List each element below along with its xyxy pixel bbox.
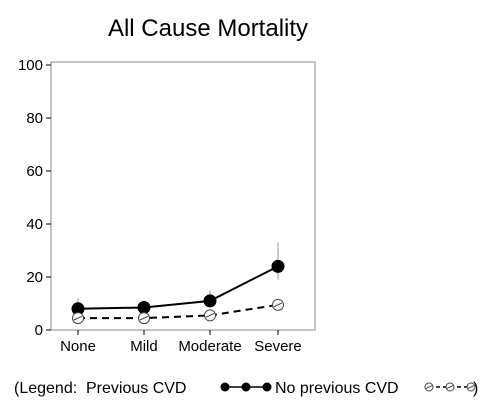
- y-tick-label: 0: [35, 322, 43, 339]
- legend-swatch-marker-slash: [467, 385, 475, 389]
- series-line: [77, 265, 279, 310]
- x-tick-label: Moderate: [178, 338, 241, 355]
- legend-suffix: ): [473, 380, 478, 397]
- plot-frame: [50, 61, 316, 331]
- legend-swatch-marker: [241, 382, 251, 392]
- y-axis: 0 20 40 60 80 100: [18, 57, 51, 339]
- series-line: [78, 303, 279, 320]
- legend-swatch-marker-slash: [446, 385, 454, 389]
- y-tick-label: 80: [26, 110, 43, 127]
- data-point: [272, 298, 284, 311]
- data-point-slash: [139, 315, 149, 321]
- data-point-slash: [205, 313, 215, 318]
- y-tick-label: 100: [18, 57, 43, 74]
- y-tick-label: 60: [26, 163, 43, 180]
- legend-swatch-marker: [220, 382, 230, 392]
- data-point: [271, 259, 285, 273]
- data-point: [137, 300, 151, 314]
- legend-label-no-previous-cvd: No previous CVD: [275, 380, 399, 397]
- data-point: [138, 312, 150, 325]
- plot-series: [71, 242, 285, 325]
- legend-swatch-marker: [424, 382, 434, 392]
- legend-label-previous-cvd: Previous CVD: [86, 380, 186, 397]
- data-point: [204, 309, 216, 322]
- legend: (Legend: Previous CVD No previous CVD ): [14, 380, 478, 397]
- legend-swatch-no-previous-cvd: [424, 382, 476, 392]
- data-point: [203, 294, 217, 308]
- legend-swatch-marker: [466, 382, 476, 392]
- data-point-slash: [273, 302, 283, 308]
- legend-swatch-marker: [445, 382, 455, 392]
- y-tick-label: 40: [26, 216, 43, 233]
- legend-swatch-marker: [262, 382, 272, 392]
- legend-prefix: (Legend:: [14, 380, 77, 397]
- series-previous-cvd: [71, 242, 285, 317]
- x-axis: None Mild Moderate Severe: [60, 330, 302, 355]
- legend-swatch-marker-slash: [425, 385, 433, 389]
- x-tick-label: Mild: [130, 338, 158, 355]
- chart-title: All Cause Mortality: [108, 15, 308, 42]
- y-tick-label: 20: [26, 269, 43, 286]
- x-tick-label: Severe: [254, 338, 302, 355]
- series-no-previous-cvd: [72, 298, 284, 325]
- legend-swatch-previous-cvd: [220, 382, 272, 392]
- data-point: [72, 312, 84, 325]
- data-point-slash: [73, 315, 83, 321]
- x-tick-label: None: [60, 338, 96, 355]
